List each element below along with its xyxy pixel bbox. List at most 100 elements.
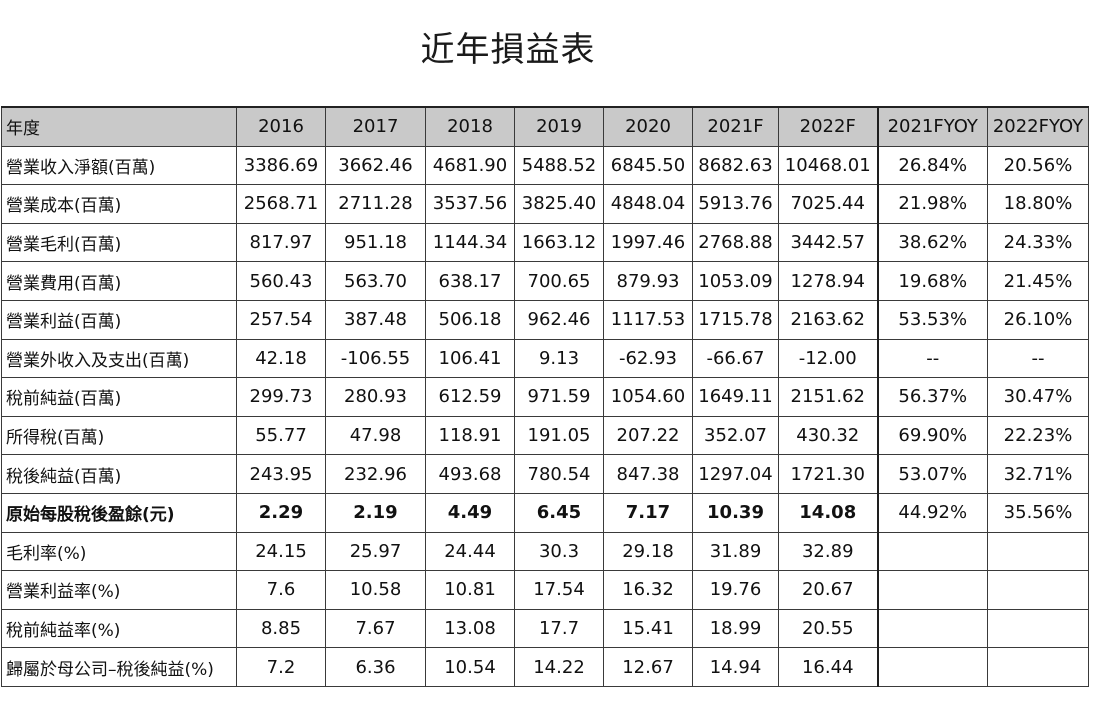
header-year: 2021F: [692, 105, 779, 147]
value-cell: 47.98: [325, 415, 426, 456]
value-cell: 16.32: [603, 570, 693, 610]
value-cell: 1297.04: [692, 454, 779, 494]
yoy-cell: 30.47%: [987, 377, 1089, 417]
table-row: 原始每股稅後盈餘(元) 2.29 2.19 4.49 6.45 7.17 10.39 14.0…: [1, 492, 1089, 533]
row-label: 歸屬於母公司–稅後純益(%): [1, 647, 237, 687]
table-body: 營業收入淨額(百萬) 3386.69 3662.46 4681.90 5488.52 68…: [1, 145, 1089, 687]
value-cell: 257.54: [236, 299, 326, 340]
value-cell: 2151.62: [778, 377, 878, 417]
yoy-cell: 53.53%: [876, 299, 988, 340]
value-cell: 4848.04: [603, 184, 693, 224]
yoy-cell: 21.45%: [987, 261, 1089, 301]
value-cell: 24.15: [236, 531, 326, 572]
value-cell: 2.19: [325, 492, 426, 533]
yoy-cell: 44.92%: [876, 492, 988, 533]
value-cell: 5488.52: [514, 145, 604, 186]
header-year: 2019: [514, 105, 604, 147]
yoy-cell: 20.56%: [987, 145, 1089, 186]
row-label: 稅後純益(百萬): [1, 454, 237, 494]
yoy-cell: 21.98%: [876, 184, 988, 224]
value-cell: 6845.50: [603, 145, 693, 186]
yoy-cell: [876, 570, 988, 610]
value-cell: 951.18: [325, 222, 426, 263]
value-cell: 2.29: [236, 492, 326, 533]
table-row: 營業外收入及支出(百萬) 42.18 -106.55 106.41 9.13 -62.93…: [1, 338, 1089, 379]
header-label: 年度: [1, 105, 237, 147]
table-row: 所得稅(百萬) 55.77 47.98 118.91 191.05 207.22 352.0…: [1, 415, 1089, 456]
value-cell: 2568.71: [236, 184, 326, 224]
header-yoy: 2021FYOY: [876, 105, 988, 147]
value-cell: 32.89: [778, 531, 878, 572]
value-cell: 7025.44: [778, 184, 878, 224]
value-cell: 29.18: [603, 531, 693, 572]
yoy-cell: 32.71%: [987, 454, 1089, 494]
row-label: 營業費用(百萬): [1, 261, 237, 301]
yoy-cell: [987, 570, 1089, 610]
value-cell: 3386.69: [236, 145, 326, 186]
value-cell: 493.68: [425, 454, 515, 494]
row-label: 所得稅(百萬): [1, 415, 237, 456]
page-title: 近年損益表: [420, 30, 596, 70]
value-cell: 1117.53: [603, 299, 693, 340]
header-year: 2018: [425, 105, 515, 147]
value-cell: 20.67: [778, 570, 878, 610]
table-row: 稅前純益率(%) 8.85 7.67 13.08 17.7 15.41 18.99 20.55: [1, 608, 1089, 649]
yoy-cell: 69.90%: [876, 415, 988, 456]
yoy-cell: [987, 531, 1089, 572]
value-cell: 352.07: [692, 415, 779, 456]
value-cell: 9.13: [514, 338, 604, 379]
value-cell: 20.55: [778, 608, 878, 649]
row-label: 稅前純益率(%): [1, 608, 237, 649]
value-cell: 25.97: [325, 531, 426, 572]
value-cell: 1649.11: [692, 377, 779, 417]
table-row: 營業收入淨額(百萬) 3386.69 3662.46 4681.90 5488.52 68…: [1, 145, 1089, 186]
row-label: 營業成本(百萬): [1, 184, 237, 224]
value-cell: 7.67: [325, 608, 426, 649]
value-cell: 7.6: [236, 570, 326, 610]
value-cell: -106.55: [325, 338, 426, 379]
value-cell: 1721.30: [778, 454, 878, 494]
value-cell: 30.3: [514, 531, 604, 572]
value-cell: 10468.01: [778, 145, 878, 186]
value-cell: 612.59: [425, 377, 515, 417]
yoy-cell: 56.37%: [876, 377, 988, 417]
yoy-cell: 19.68%: [876, 261, 988, 301]
value-cell: 1144.34: [425, 222, 515, 263]
value-cell: 243.95: [236, 454, 326, 494]
table-row: 稅前純益(百萬) 299.73 280.93 612.59 971.59 1054.60 1…: [1, 377, 1089, 417]
value-cell: 387.48: [325, 299, 426, 340]
value-cell: 1278.94: [778, 261, 878, 301]
value-cell: 1715.78: [692, 299, 779, 340]
yoy-cell: [876, 531, 988, 572]
value-cell: 8.85: [236, 608, 326, 649]
header-year: 2020: [603, 105, 693, 147]
row-label: 營業收入淨額(百萬): [1, 145, 237, 186]
value-cell: 2768.88: [692, 222, 779, 263]
value-cell: 6.45: [514, 492, 604, 533]
value-cell: 42.18: [236, 338, 326, 379]
value-cell: 971.59: [514, 377, 604, 417]
value-cell: 4.49: [425, 492, 515, 533]
table-row: 毛利率(%) 24.15 25.97 24.44 30.3 29.18 31.89 32.89: [1, 531, 1089, 572]
value-cell: 18.99: [692, 608, 779, 649]
yoy-cell: [876, 647, 988, 687]
table-row: 營業利益率(%) 7.6 10.58 10.81 17.54 16.32 19.76 20.6…: [1, 570, 1089, 610]
value-cell: 14.08: [778, 492, 878, 533]
table-row: 營業費用(百萬) 560.43 563.70 638.17 700.65 879.93 10…: [1, 261, 1089, 301]
yoy-cell: 26.84%: [876, 145, 988, 186]
table-row: 營業毛利(百萬) 817.97 951.18 1144.34 1663.12 1997.4…: [1, 222, 1089, 263]
value-cell: 17.54: [514, 570, 604, 610]
row-label: 營業毛利(百萬): [1, 222, 237, 263]
value-cell: 12.67: [603, 647, 693, 687]
value-cell: 638.17: [425, 261, 515, 301]
value-cell: -62.93: [603, 338, 693, 379]
income-statement-table: 年度 2016 2017 2018 2019 2020 2021F 2022F …: [1, 105, 1089, 687]
value-cell: 16.44: [778, 647, 878, 687]
value-cell: 2163.62: [778, 299, 878, 340]
value-cell: 817.97: [236, 222, 326, 263]
value-cell: 700.65: [514, 261, 604, 301]
value-cell: 506.18: [425, 299, 515, 340]
yoy-cell: 53.07%: [876, 454, 988, 494]
yoy-cell: 18.80%: [987, 184, 1089, 224]
value-cell: 1997.46: [603, 222, 693, 263]
